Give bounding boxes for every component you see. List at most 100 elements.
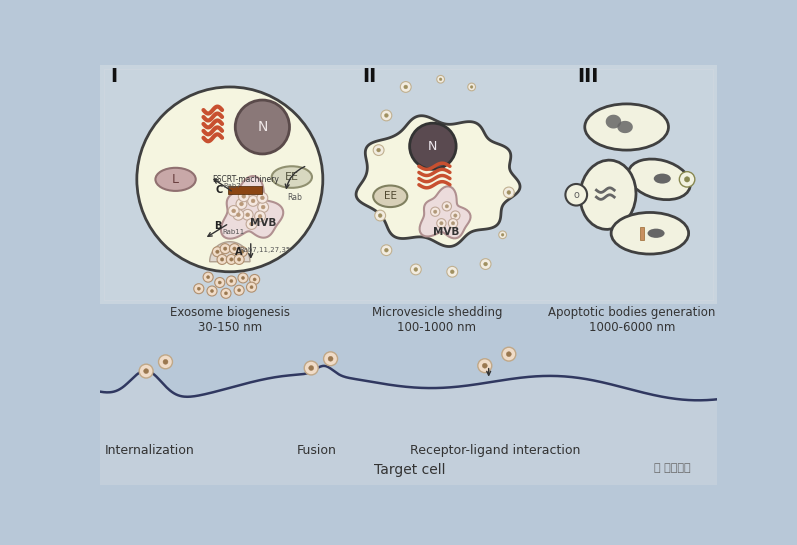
Text: 🐾 细胞王国: 🐾 细胞王国 (654, 463, 690, 473)
Circle shape (241, 276, 245, 280)
Circle shape (450, 270, 454, 274)
Circle shape (238, 273, 248, 283)
Ellipse shape (272, 166, 312, 188)
Bar (228, 186, 262, 194)
Circle shape (439, 78, 442, 81)
Polygon shape (618, 121, 633, 133)
Circle shape (221, 288, 231, 298)
Circle shape (226, 276, 237, 286)
Text: I: I (110, 66, 117, 86)
Circle shape (251, 199, 255, 203)
Circle shape (241, 195, 245, 198)
Circle shape (216, 250, 219, 253)
Circle shape (258, 214, 262, 218)
Circle shape (206, 276, 210, 278)
Text: B: B (214, 221, 222, 231)
Polygon shape (419, 186, 470, 238)
Circle shape (241, 250, 244, 253)
Circle shape (238, 258, 241, 261)
Polygon shape (100, 366, 717, 485)
Circle shape (236, 198, 247, 209)
Circle shape (261, 205, 265, 209)
Circle shape (240, 202, 243, 206)
Circle shape (470, 86, 473, 88)
Circle shape (384, 249, 388, 252)
Circle shape (504, 187, 514, 198)
Polygon shape (210, 242, 250, 262)
Circle shape (373, 145, 384, 155)
Ellipse shape (628, 159, 690, 199)
Polygon shape (606, 114, 621, 129)
Circle shape (308, 366, 314, 371)
Text: EE: EE (383, 191, 397, 201)
Circle shape (502, 347, 516, 361)
Polygon shape (356, 116, 520, 246)
Circle shape (410, 123, 456, 169)
Circle shape (226, 255, 237, 264)
Circle shape (194, 284, 204, 294)
Circle shape (214, 277, 225, 288)
Circle shape (198, 287, 200, 290)
Circle shape (248, 196, 258, 207)
Circle shape (225, 292, 227, 295)
Circle shape (478, 359, 492, 373)
Circle shape (235, 100, 289, 154)
Circle shape (249, 275, 260, 284)
Circle shape (217, 255, 227, 264)
Text: ESCRT-machinery: ESCRT-machinery (212, 175, 279, 184)
Circle shape (375, 210, 386, 221)
Circle shape (434, 210, 437, 214)
Polygon shape (221, 176, 283, 239)
Circle shape (410, 264, 422, 275)
Circle shape (245, 213, 249, 217)
Text: II: II (362, 66, 376, 86)
Circle shape (228, 205, 239, 216)
Ellipse shape (155, 168, 196, 191)
Circle shape (437, 219, 446, 228)
Circle shape (679, 172, 695, 187)
Bar (640, 227, 644, 240)
Circle shape (377, 148, 380, 152)
Circle shape (232, 209, 236, 213)
Circle shape (304, 361, 318, 375)
Circle shape (234, 285, 244, 295)
Text: Apoptotic bodies generation
1000-6000 nm: Apoptotic bodies generation 1000-6000 nm (548, 306, 716, 335)
Bar (100, 304, 717, 485)
Circle shape (238, 289, 241, 292)
Circle shape (501, 233, 504, 236)
Text: EE: EE (285, 172, 299, 182)
Circle shape (442, 202, 451, 211)
Ellipse shape (611, 213, 689, 254)
Circle shape (379, 214, 382, 217)
Circle shape (238, 247, 247, 257)
Circle shape (453, 214, 457, 217)
Circle shape (207, 286, 217, 296)
Text: Target cell: Target cell (374, 463, 446, 477)
Text: Internalization: Internalization (105, 444, 195, 457)
Circle shape (381, 110, 392, 121)
Bar (104, 69, 713, 300)
Text: Microvesicle shedding
100-1000 nm: Microvesicle shedding 100-1000 nm (371, 306, 502, 335)
Text: Rab11: Rab11 (222, 229, 245, 235)
Circle shape (223, 247, 227, 250)
Circle shape (237, 213, 240, 217)
Circle shape (230, 244, 240, 253)
Circle shape (565, 184, 587, 205)
Circle shape (137, 87, 323, 272)
Circle shape (440, 222, 443, 225)
Circle shape (212, 247, 222, 257)
Text: III: III (577, 66, 599, 86)
Circle shape (234, 255, 244, 264)
Circle shape (230, 258, 233, 261)
Circle shape (400, 82, 411, 92)
Circle shape (437, 75, 445, 83)
Circle shape (246, 282, 257, 292)
Text: o: o (573, 190, 579, 200)
Text: Receptor-ligand interaction: Receptor-ligand interaction (410, 444, 580, 457)
Text: Rab7,11,27,35: Rab7,11,27,35 (239, 247, 290, 253)
Text: A: A (234, 247, 242, 257)
Circle shape (430, 207, 440, 216)
Circle shape (685, 177, 689, 182)
Circle shape (404, 85, 407, 89)
Circle shape (218, 281, 222, 284)
